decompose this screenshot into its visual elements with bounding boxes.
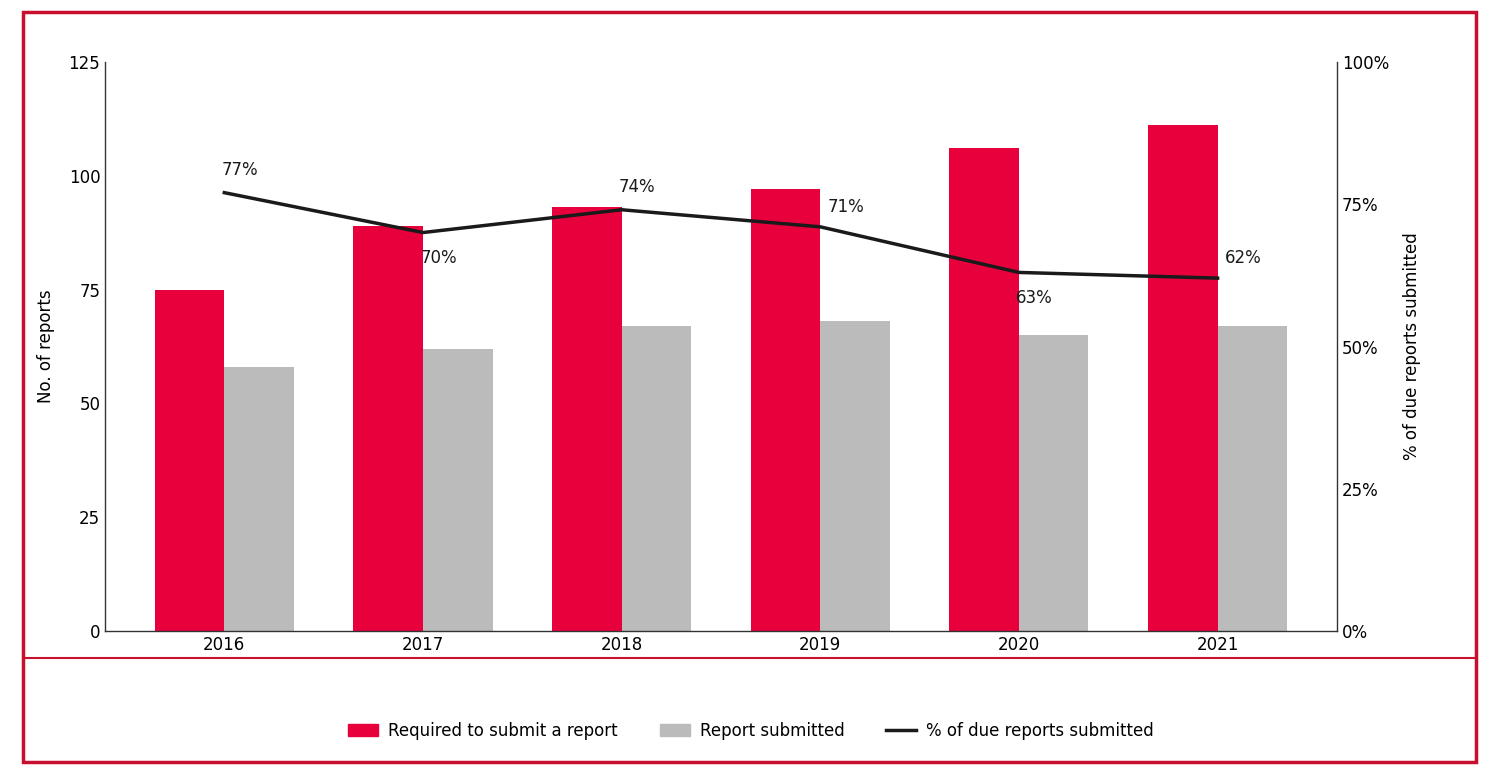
- Bar: [751, 189, 820, 631]
- Bar: [1148, 126, 1218, 631]
- Bar: [622, 326, 691, 631]
- Bar: [820, 321, 889, 631]
- Text: 77%: 77%: [222, 161, 258, 179]
- Bar: [1218, 326, 1287, 631]
- Legend: Required to submit a report, Report submitted, % of due reports submitted: Required to submit a report, Report subm…: [341, 715, 1161, 746]
- Bar: [155, 290, 224, 631]
- Text: 74%: 74%: [619, 178, 655, 196]
- Y-axis label: % of due reports submitted: % of due reports submitted: [1403, 233, 1421, 460]
- Text: 71%: 71%: [828, 198, 864, 216]
- Bar: [1018, 335, 1089, 631]
- Text: 70%: 70%: [421, 249, 457, 267]
- Text: 62%: 62%: [1224, 249, 1262, 267]
- Bar: [949, 148, 1018, 631]
- Bar: [224, 367, 294, 631]
- Y-axis label: No. of reports: No. of reports: [36, 290, 54, 403]
- Bar: [424, 349, 493, 631]
- Bar: [553, 207, 622, 631]
- Text: 63%: 63%: [1017, 289, 1053, 307]
- Bar: [353, 226, 424, 631]
